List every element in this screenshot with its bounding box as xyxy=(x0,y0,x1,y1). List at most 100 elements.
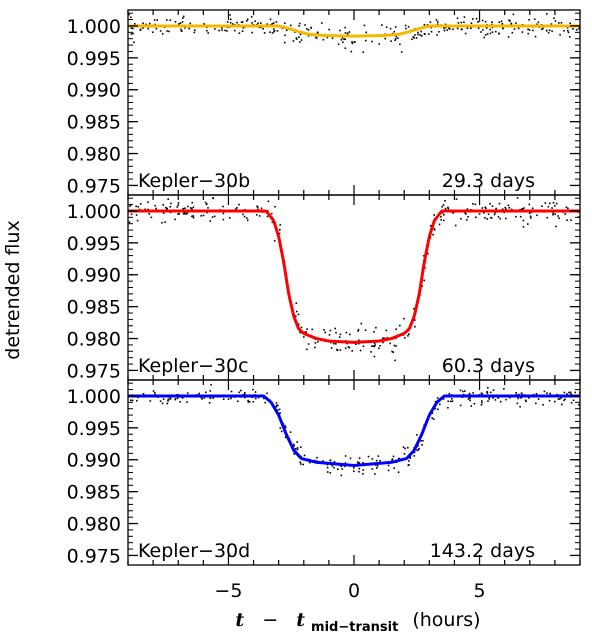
data-point xyxy=(404,447,406,450)
data-point xyxy=(463,21,465,23)
data-point xyxy=(491,31,494,33)
data-point xyxy=(494,399,497,401)
data-point xyxy=(252,388,254,391)
data-point xyxy=(142,27,144,29)
planet-label: Kepler−30d xyxy=(138,540,250,562)
data-point xyxy=(520,392,523,394)
data-point xyxy=(345,331,348,334)
data-point xyxy=(435,19,438,21)
data-point xyxy=(222,398,225,400)
data-point xyxy=(240,389,242,392)
data-point xyxy=(362,473,364,475)
data-point xyxy=(516,402,519,405)
data-point xyxy=(575,29,578,31)
data-point xyxy=(165,206,167,209)
data-point xyxy=(208,402,211,404)
data-point xyxy=(454,224,457,227)
data-point xyxy=(564,213,566,215)
data-point xyxy=(246,219,249,222)
data-point xyxy=(407,446,409,449)
data-point xyxy=(402,446,405,448)
data-point xyxy=(289,431,292,433)
data-point xyxy=(489,28,492,31)
data-point xyxy=(484,206,486,209)
data-point xyxy=(422,439,424,442)
data-point xyxy=(547,31,550,34)
data-point xyxy=(154,204,156,207)
data-point xyxy=(395,328,397,330)
data-point xyxy=(511,31,514,34)
data-point xyxy=(414,325,416,328)
data-point xyxy=(482,29,484,31)
data-point xyxy=(299,331,301,334)
data-point xyxy=(339,349,342,351)
data-point xyxy=(505,398,507,401)
y-tick-label: 0.980 xyxy=(67,144,121,166)
x-tick-label: 0 xyxy=(348,580,360,602)
data-point xyxy=(284,424,286,427)
data-point xyxy=(344,465,346,468)
data-point xyxy=(567,207,569,210)
data-point xyxy=(189,207,192,209)
data-point xyxy=(243,215,246,218)
data-point xyxy=(194,29,196,31)
data-point xyxy=(147,27,149,30)
data-point xyxy=(209,397,212,400)
data-point xyxy=(181,21,184,23)
data-point xyxy=(134,23,136,25)
data-point xyxy=(346,33,349,36)
data-point xyxy=(549,202,551,205)
data-point xyxy=(548,399,551,402)
data-point xyxy=(309,461,311,464)
data-point xyxy=(167,198,169,200)
data-point xyxy=(420,35,423,37)
data-point xyxy=(241,30,244,32)
data-point xyxy=(210,383,212,386)
data-point xyxy=(498,202,501,205)
data-point xyxy=(300,446,302,448)
data-point xyxy=(147,201,149,203)
data-point xyxy=(299,33,302,36)
y-tick-label: 0.995 xyxy=(67,233,121,255)
data-point xyxy=(552,202,555,204)
data-point xyxy=(254,391,257,393)
data-point xyxy=(304,24,306,26)
data-point xyxy=(234,29,236,32)
data-point xyxy=(331,465,334,467)
data-point xyxy=(527,32,529,35)
data-point xyxy=(177,204,179,206)
data-point xyxy=(432,418,435,420)
data-point xyxy=(203,397,206,399)
data-point xyxy=(178,212,180,215)
data-point xyxy=(494,212,496,214)
data-point xyxy=(168,30,170,33)
data-point xyxy=(558,217,560,219)
planet-label: Kepler−30b xyxy=(138,170,250,192)
data-point xyxy=(430,26,433,29)
data-point xyxy=(212,197,214,199)
data-point xyxy=(520,397,523,399)
data-point xyxy=(462,390,464,393)
data-point xyxy=(294,448,297,450)
data-point xyxy=(161,33,164,35)
data-point xyxy=(451,398,453,400)
data-point xyxy=(469,399,471,402)
data-point xyxy=(480,31,482,33)
data-point xyxy=(237,400,239,403)
data-point xyxy=(255,214,258,216)
data-point xyxy=(347,346,350,348)
data-point xyxy=(296,447,299,449)
data-point xyxy=(331,37,334,40)
data-point xyxy=(176,206,179,208)
data-point xyxy=(505,217,507,220)
y-tick-label: 0.975 xyxy=(67,545,121,567)
data-point xyxy=(184,212,186,215)
data-point xyxy=(536,214,538,217)
model-curve xyxy=(128,209,580,344)
data-point xyxy=(475,216,477,219)
data-point xyxy=(554,205,556,207)
y-tick-label: 0.995 xyxy=(67,418,121,440)
data-point xyxy=(354,41,356,43)
y-tick-label: 0.980 xyxy=(67,514,121,536)
